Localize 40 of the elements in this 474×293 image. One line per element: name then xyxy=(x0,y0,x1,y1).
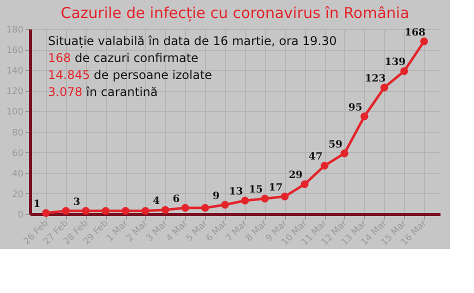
point xyxy=(221,200,229,209)
data-label: 47 xyxy=(308,152,323,163)
point xyxy=(400,67,408,76)
point xyxy=(320,162,328,170)
data-label: 4 xyxy=(152,196,160,207)
point xyxy=(300,180,309,188)
point xyxy=(201,204,210,212)
point xyxy=(420,37,428,46)
data-label: 168 xyxy=(404,27,426,38)
point xyxy=(142,207,150,215)
data-label: 95 xyxy=(348,102,362,114)
point xyxy=(340,149,348,158)
data-label: 29 xyxy=(288,170,303,182)
point xyxy=(102,207,110,215)
point xyxy=(181,204,190,212)
point xyxy=(280,192,289,200)
annotation: 168 de cazuri confirmate xyxy=(48,51,198,65)
point xyxy=(260,194,269,202)
data-label: 139 xyxy=(384,57,406,68)
data-label: 6 xyxy=(172,194,180,205)
annotation: 3.078 în carantină xyxy=(48,85,158,99)
point xyxy=(82,207,90,215)
point xyxy=(62,207,70,215)
point xyxy=(380,84,388,92)
data-label: 1 xyxy=(33,198,40,210)
data-label: 3 xyxy=(73,196,80,208)
chart-title: Cazurile de infecție cu coronavirus în România xyxy=(60,4,410,22)
data-label: 17 xyxy=(268,182,283,194)
data-label: 13 xyxy=(228,186,243,198)
point xyxy=(42,209,50,217)
data-label: 123 xyxy=(364,74,386,85)
point xyxy=(161,206,170,214)
data-label: 59 xyxy=(328,139,342,150)
point xyxy=(241,196,249,205)
point xyxy=(122,207,130,215)
point xyxy=(360,112,368,120)
annotation: 14.845 de persoane izolate xyxy=(48,68,212,82)
annotation: Situație valabilă în data de 16 martie, ora 19.30 xyxy=(48,34,337,48)
data-label: 9 xyxy=(212,190,220,202)
data-label: 15 xyxy=(248,184,263,196)
